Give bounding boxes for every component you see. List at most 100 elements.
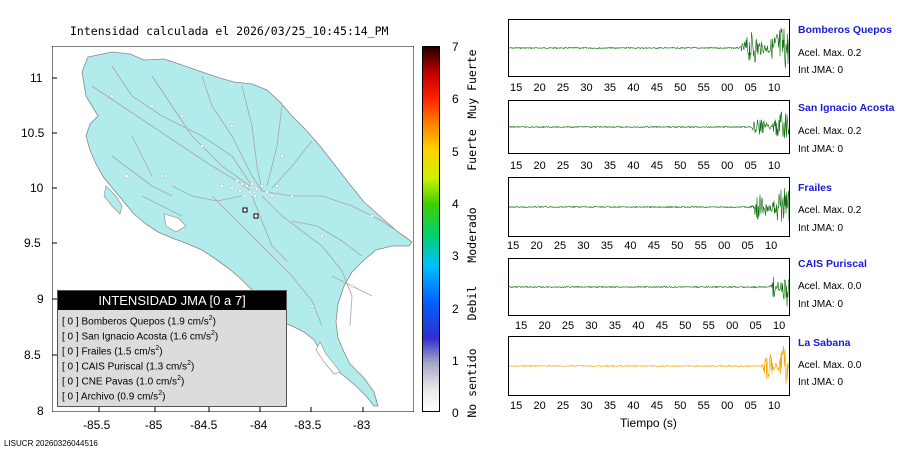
colorbar-label-moderado: Moderado: [465, 207, 479, 263]
time-tick: 50: [674, 400, 687, 412]
time-tick: 05: [744, 160, 757, 172]
trace-panel: [508, 177, 790, 237]
time-tick: 15: [507, 240, 520, 252]
legend-row: [ 0 ] San Ignacio Acosta (1.6 cm/s2): [62, 330, 219, 343]
time-tick: 50: [674, 160, 687, 172]
colorbar-tick: 7: [452, 40, 459, 54]
legend-title: INTENSIDAD JMA [0 a 7]: [58, 291, 286, 310]
lat-tick: 9: [37, 292, 44, 306]
time-tick: 55: [694, 240, 707, 252]
station-intensity: Int JMA: 0: [798, 144, 844, 155]
time-tick: 50: [679, 320, 692, 332]
time-tick: 40: [627, 82, 640, 94]
lat-tick: 10.5: [21, 126, 45, 140]
station-intensity: Int JMA: 0: [798, 223, 844, 234]
time-tick: 00: [718, 240, 731, 252]
legend-row: [ 0 ] Frailes (1.5 cm/s2): [62, 345, 163, 358]
legend-row: [ 0 ] CAIS Puriscal (1.3 cm/s2): [62, 360, 195, 373]
seismogram-trace: [508, 187, 790, 222]
time-tick: 10: [773, 320, 786, 332]
lat-tick: 9.5: [24, 236, 41, 250]
time-tick: 00: [726, 320, 739, 332]
time-axis: 15 20 25 30 35 40 45 50 55 00 05 10: [508, 82, 790, 96]
station-name: Bomberos Quepos: [798, 24, 892, 36]
legend-row: [ 0 ] Bomberos Quepos (1.9 cm/s2): [62, 315, 217, 328]
time-tick: 20: [530, 240, 543, 252]
time-tick: 55: [697, 82, 710, 94]
time-tick: 40: [632, 320, 645, 332]
colorbar-tick: 3: [452, 249, 459, 263]
station-accel: Acel. Max. 0.2: [798, 205, 862, 216]
colorbar-label-muy-fuerte: Muy Fuerte: [465, 49, 479, 119]
time-axis-title: Tiempo (s): [620, 416, 677, 430]
time-tick: 55: [697, 400, 710, 412]
footer-id: LISUCR 20260326044516: [4, 439, 98, 448]
time-tick: 25: [561, 320, 575, 332]
time-tick: 40: [627, 400, 640, 412]
time-tick: 15: [515, 320, 528, 332]
intensity-legend: INTENSIDAD JMA [0 a 7] [ 0 ] Bomberos Qu…: [57, 290, 287, 407]
station-name: San Ignacio Acosta: [798, 102, 895, 114]
time-tick: 30: [577, 240, 590, 252]
time-tick: 10: [768, 400, 781, 412]
station-intensity: Int JMA: 0: [798, 65, 844, 76]
trace-panel: [508, 100, 790, 154]
station-accel: Acel. Max. 0.0: [798, 360, 862, 371]
trace-panel: [508, 336, 790, 396]
colorbar-label-fuerte: Fuerte: [465, 129, 479, 171]
time-tick: 30: [585, 320, 598, 332]
lat-tick: 8: [37, 404, 44, 418]
lon-tick: -84.5: [190, 418, 218, 432]
time-tick: 10: [768, 160, 781, 172]
station-intensity: Int JMA: 0: [798, 299, 844, 310]
time-tick: 30: [580, 82, 593, 94]
time-tick: 25: [556, 82, 570, 94]
time-tick: 45: [650, 400, 663, 412]
station-intensity: Int JMA: 0: [798, 377, 844, 388]
time-tick: 45: [650, 160, 663, 172]
time-tick: 20: [533, 400, 546, 412]
colorbar-label-no-sentido: No sentido: [465, 348, 479, 418]
station-marker: [242, 207, 248, 213]
lat-tick: 10: [30, 181, 44, 195]
time-tick: 55: [697, 160, 710, 172]
road-network: [91, 65, 408, 327]
time-tick: 30: [580, 160, 593, 172]
time-tick: 45: [655, 320, 668, 332]
waveform-line: [508, 345, 790, 385]
time-tick: 15: [510, 82, 523, 94]
time-tick: 00: [721, 400, 734, 412]
time-axis: 15 20 25 30 35 40 45 50 55 00 05 10: [513, 320, 795, 334]
station-accel: Acel. Max. 0.0: [798, 281, 862, 292]
station-name: Frailes: [798, 182, 832, 194]
lon-tick: -85.5: [83, 418, 111, 432]
time-tick: 10: [768, 82, 781, 94]
time-tick: 00: [721, 82, 734, 94]
time-tick: 35: [608, 320, 622, 332]
lat-tick: 11: [30, 71, 43, 85]
waveform-line: [508, 111, 790, 139]
trace-panel: [508, 258, 790, 316]
time-tick: 00: [721, 160, 734, 172]
time-tick: 45: [650, 82, 663, 94]
intensity-colorbar: [422, 46, 440, 412]
time-tick: 20: [538, 320, 551, 332]
time-tick: 25: [556, 400, 570, 412]
time-tick: 10: [765, 240, 778, 252]
time-tick: 40: [624, 240, 637, 252]
lon-tick: -83: [353, 418, 371, 432]
colorbar-label-debil: Debil: [465, 285, 479, 321]
time-tick: 15: [510, 400, 523, 412]
waveform-line: [508, 28, 790, 69]
seismogram-trace: [508, 28, 790, 69]
waveform-line: [508, 187, 790, 222]
time-tick: 40: [627, 160, 640, 172]
legend-row: [ 0 ] Archivo (0.9 cm/s2): [62, 390, 166, 403]
legend-row: [ 0 ] CNE Pavas (1.0 cm/s2): [62, 375, 185, 388]
colorbar-tick: 4: [452, 197, 459, 211]
time-tick: 35: [603, 160, 617, 172]
waveform-line: [508, 276, 790, 307]
lon-tick: -83.5: [294, 418, 322, 432]
time-tick: 20: [533, 160, 546, 172]
colorbar-tick: 1: [452, 354, 459, 368]
